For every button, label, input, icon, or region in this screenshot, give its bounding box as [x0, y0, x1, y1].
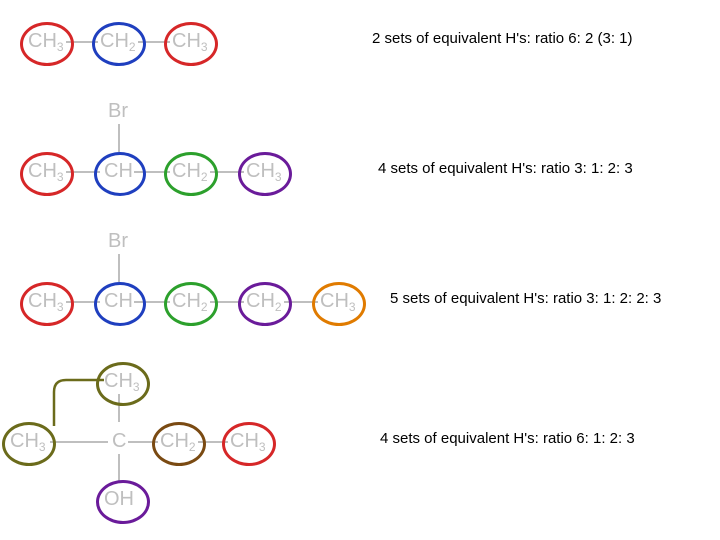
m2-br-label: Br — [108, 100, 128, 123]
m3-br: Br — [108, 230, 128, 253]
m2-circle-4 — [238, 152, 292, 196]
page: CH3 CH2 CH3 2 sets of equivalent H's: ra… — [0, 0, 720, 540]
m2-circle-2 — [94, 152, 146, 196]
m4-desc: 4 sets of equivalent H's: ratio 6: 1: 2:… — [380, 430, 635, 447]
m3-circle-1 — [20, 282, 74, 326]
m4-circle-right — [222, 422, 276, 466]
m1-circle-2 — [92, 22, 146, 66]
m2-br: Br — [108, 100, 128, 123]
m1-circle-1 — [20, 22, 74, 66]
m4-circle-ch2 — [152, 422, 206, 466]
m1-desc: 2 sets of equivalent H's: ratio 6: 2 (3:… — [372, 30, 633, 47]
m1-circle-3 — [164, 22, 218, 66]
m2-desc: 4 sets of equivalent H's: ratio 3: 1: 2:… — [378, 160, 633, 177]
m2-circle-3 — [164, 152, 218, 196]
m4-circle-left — [2, 422, 56, 466]
m4-circle-top — [96, 362, 150, 406]
m3-circle-3 — [164, 282, 218, 326]
m2-vbond-br — [118, 124, 120, 152]
m3-vbond-br — [118, 254, 120, 282]
m3-circle-2 — [94, 282, 146, 326]
m3-circle-5 — [312, 282, 366, 326]
m3-br-label: Br — [108, 230, 128, 253]
m4-circle-oh — [96, 480, 150, 524]
m3-circle-4 — [238, 282, 292, 326]
m2-circle-1 — [20, 152, 74, 196]
m3-desc: 5 sets of equivalent H's: ratio 3: 1: 2:… — [390, 290, 661, 307]
